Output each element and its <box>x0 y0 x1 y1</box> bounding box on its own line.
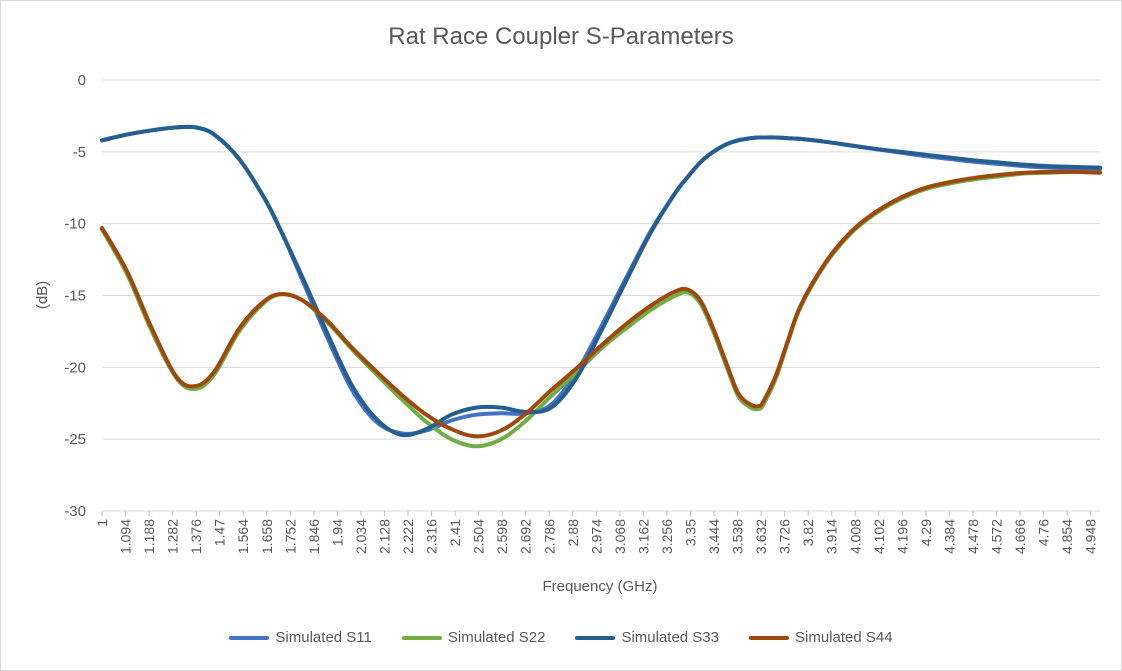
x-tick-label: 1.376 <box>188 519 204 554</box>
x-tick-label: 3.256 <box>659 519 675 554</box>
x-tick-label: 3.444 <box>706 519 722 554</box>
x-tick-label: 3.35 <box>683 519 699 546</box>
x-tick-label: 4.478 <box>965 519 981 554</box>
legend-item: Simulated S22 <box>401 629 546 646</box>
x-tick-label: 2.222 <box>400 519 416 554</box>
series-line-simulated-s22 <box>100 169 1102 449</box>
x-tick-label: 1.47 <box>212 519 228 546</box>
chart-title: Rat Race Coupler S-Parameters <box>388 23 734 50</box>
x-tick-label: 1.94 <box>329 519 345 546</box>
legend-label: Simulated S11 <box>275 629 372 646</box>
x-tick-label: 3.538 <box>730 519 746 554</box>
x-tick-label: 4.854 <box>1059 519 1075 554</box>
legend-swatch <box>575 635 616 640</box>
x-axis-label: Frequency (GHz) <box>542 578 657 595</box>
y-tick-label: -15 <box>64 288 86 305</box>
x-tick-label: 4.76 <box>1036 519 1052 546</box>
x-tick-label: 3.726 <box>777 519 793 554</box>
legend-label: Simulated S33 <box>621 629 719 646</box>
x-tick-label: 2.786 <box>541 519 557 554</box>
y-tick-label: 0 <box>78 72 86 89</box>
y-tick-label: -5 <box>73 144 86 161</box>
x-tick-label: 3.162 <box>635 519 651 554</box>
x-tick-label: 2.504 <box>471 519 487 554</box>
x-tick-label: 4.666 <box>1012 519 1028 554</box>
x-tick-label: 1.752 <box>282 519 298 554</box>
y-tick-label: -30 <box>64 503 86 520</box>
x-tick-label: 3.914 <box>824 519 840 554</box>
legend-item: Simulated S33 <box>575 629 719 646</box>
x-tick-label: 1.658 <box>259 519 275 554</box>
x-tick-label: 2.316 <box>424 519 440 554</box>
x-tick-label: 4.008 <box>847 519 863 554</box>
x-tick-label: 2.88 <box>565 519 581 546</box>
x-tick-label: 4.102 <box>871 519 887 554</box>
x-tick-label: 1 <box>94 519 110 527</box>
series-line-simulated-s33 <box>100 124 1102 438</box>
x-tick-label: 2.598 <box>494 519 510 554</box>
x-tick-label: 1.564 <box>235 519 251 554</box>
legend-swatch <box>401 635 442 640</box>
x-tick-label: 4.948 <box>1083 519 1099 554</box>
legend-item: Simulated S44 <box>749 629 893 646</box>
x-tick-label: 2.034 <box>353 519 369 554</box>
x-tick-label: 2.41 <box>447 519 463 546</box>
y-tick-label: -20 <box>64 359 86 376</box>
x-tick-label: 2.974 <box>588 519 604 554</box>
x-tick-label: 4.29 <box>918 519 934 546</box>
x-tick-label: 2.128 <box>376 519 392 554</box>
x-tick-label: 1.188 <box>141 519 157 554</box>
y-axis-label: (dB) <box>34 281 51 309</box>
legend-label: Simulated S22 <box>447 629 546 646</box>
legend: Simulated S11 Simulated S22 Simulated S33 S… <box>1 629 1121 646</box>
x-tick-label: 1.846 <box>306 519 322 554</box>
series-line-simulated-s44 <box>100 169 1102 439</box>
x-tick-label: 4.572 <box>989 519 1005 554</box>
x-tick-label: 1.094 <box>118 519 134 554</box>
x-tick-label: 3.632 <box>753 519 769 554</box>
x-tick-label: 3.82 <box>800 519 816 546</box>
x-tick-label: 4.384 <box>941 519 957 554</box>
series-line-simulated-s11 <box>100 124 1102 436</box>
legend-item: Simulated S11 <box>229 629 372 646</box>
y-tick-label: -10 <box>64 216 86 233</box>
legend-swatch <box>749 635 789 640</box>
x-tick-label: 2.692 <box>518 519 534 554</box>
legend-swatch <box>229 635 270 640</box>
y-tick-label: -25 <box>64 431 86 448</box>
x-tick-label: 3.068 <box>612 519 628 554</box>
x-tick-label: 1.282 <box>165 519 181 554</box>
x-tick-label: 4.196 <box>894 519 910 554</box>
legend-label: Simulated S44 <box>795 629 893 646</box>
